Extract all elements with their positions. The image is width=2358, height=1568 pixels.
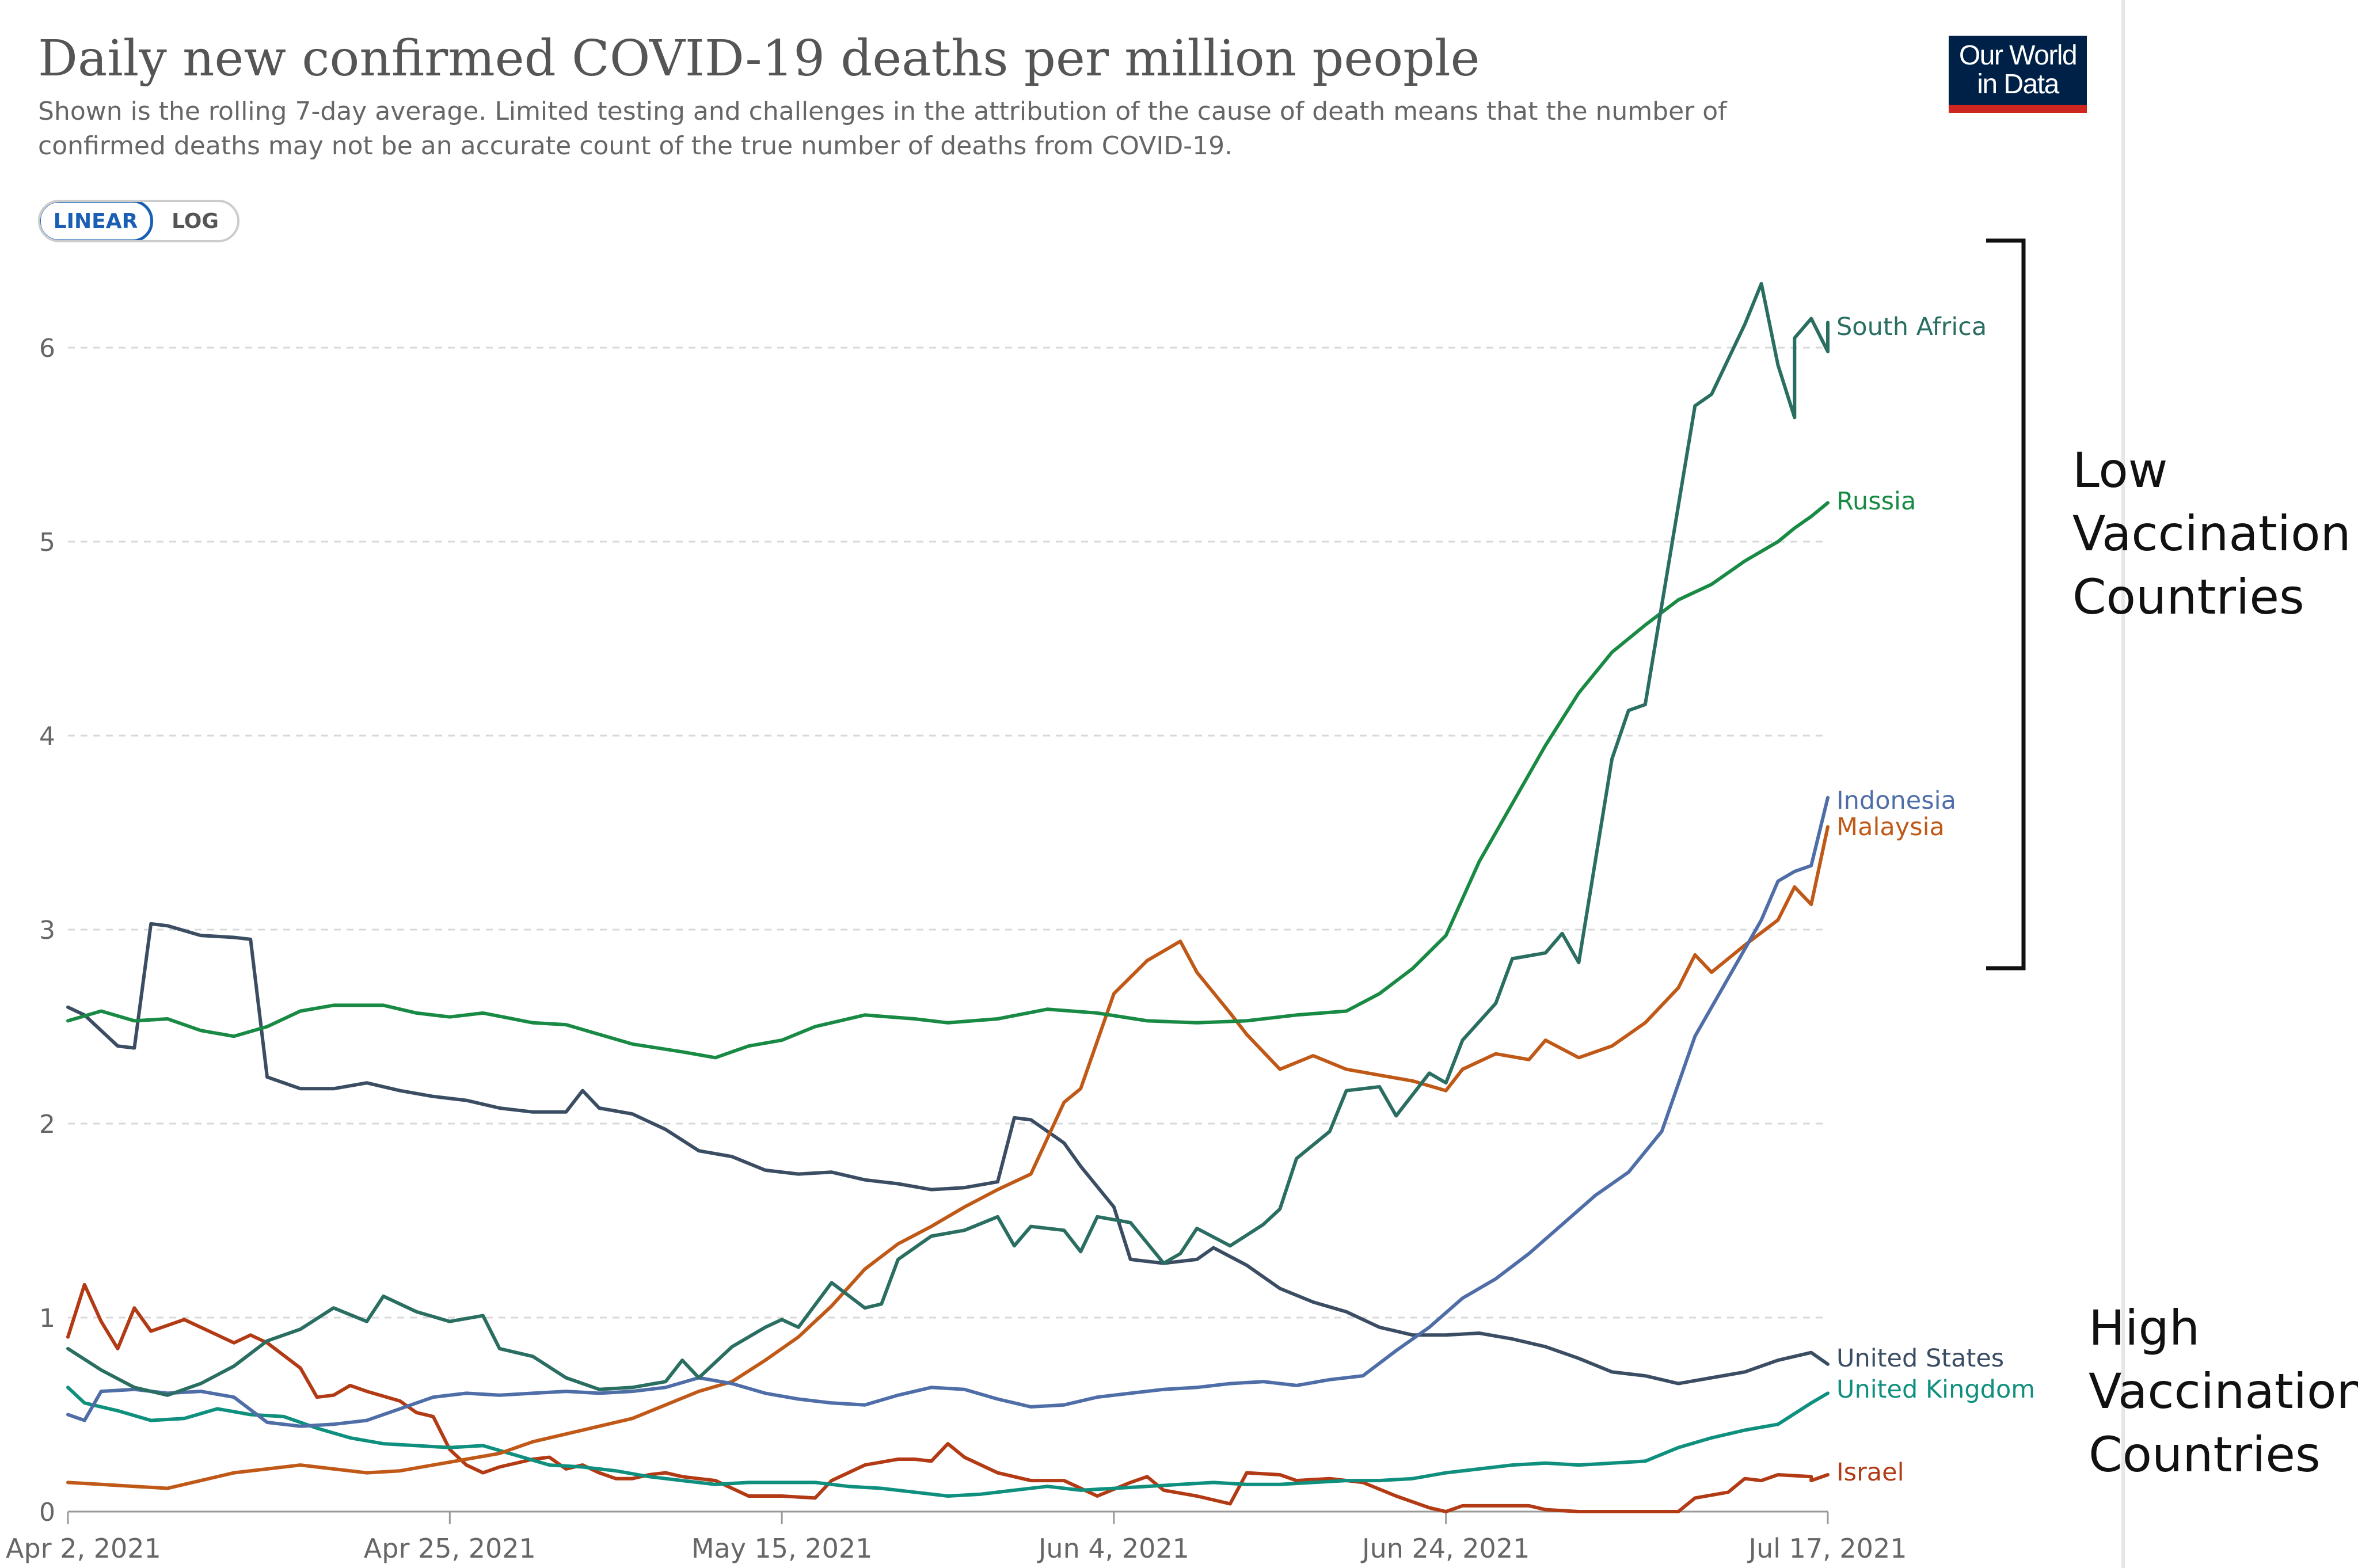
annotation-high-line-2: Vaccination (2089, 1363, 2358, 1419)
series-line-indonesia[interactable] (66, 796, 1830, 1428)
x-tick-label-5: Jul 17, 2021 (1747, 1533, 1907, 1564)
series-line-united-kingdom[interactable] (66, 1386, 1830, 1498)
y-tick-label-5: 5 (39, 528, 55, 557)
linear-scale-button[interactable]: LINEAR (40, 202, 153, 240)
y-tick-label-3: 3 (39, 916, 55, 945)
series-line-united-states[interactable] (66, 922, 1830, 1386)
annotation-high-vaccination: High Vaccination Countries (2089, 1296, 2358, 1486)
series-label-united-kingdom[interactable]: United Kingdom (1836, 1375, 2035, 1404)
series-lines (66, 281, 1830, 1513)
series-line-malaysia[interactable] (66, 825, 1830, 1490)
scale-toggle: LINEAR LOG (38, 200, 239, 242)
y-tick-label-4: 4 (39, 722, 55, 751)
y-tick-label-6: 6 (39, 334, 55, 363)
series-label-indonesia[interactable]: Indonesia (1836, 786, 1956, 815)
logo-line-2: in Data (1977, 69, 2059, 100)
annotation-low-line-1: Low (2072, 442, 2168, 498)
axes: 0 1 2 3 4 5 6 Apr 2, 2021 Apr 25, 2021 May 15, 20… (6, 334, 1907, 1564)
annotation-high-line-3: Countries (2089, 1426, 2321, 1483)
annotation-low-line-3: Countries (2072, 569, 2304, 625)
series-line-russia[interactable] (66, 501, 1830, 1060)
series-label-united-states[interactable]: United States (1836, 1344, 2004, 1373)
logo-line-1: Our World (1958, 40, 2078, 71)
our-world-in-data-logo[interactable]: Our World in Data (1949, 36, 2087, 113)
log-scale-button[interactable]: LOG (172, 209, 219, 233)
series-label-south-africa[interactable]: South Africa (1836, 313, 1987, 341)
annotation-low-line-2: Vaccination (2072, 505, 2351, 562)
series-label-israel[interactable]: Israel (1836, 1458, 1904, 1487)
x-tick-label-4: Jun 24, 2021 (1360, 1533, 1530, 1564)
x-tick-label-1: Apr 25, 2021 (364, 1533, 536, 1564)
series-label-malaysia[interactable]: Malaysia (1836, 813, 1945, 842)
x-tick-label-0: Apr 2, 2021 (6, 1533, 161, 1564)
annotation-low-vaccination: Low Vaccination Countries (2072, 439, 2351, 629)
grid-lines (68, 347, 1828, 1319)
x-tick-label-3: Jun 4, 2021 (1037, 1533, 1189, 1564)
series-line-south-africa[interactable] (66, 281, 1830, 1397)
series-line-israel[interactable] (66, 1282, 1830, 1513)
chart-title: Daily new confirmed COVID-19 deaths per … (38, 30, 1480, 87)
panel-divider (2121, 0, 2125, 1568)
y-tick-label-0: 0 (39, 1498, 55, 1527)
y-tick-label-2: 2 (39, 1110, 55, 1139)
logo-stripe (1949, 105, 2087, 113)
annotation-high-line-1: High (2089, 1300, 2200, 1356)
annotation-bracket (1986, 238, 2026, 971)
y-tick-label-1: 1 (39, 1304, 55, 1333)
chart-subtitle: Shown is the rolling 7-day average. Limi… (38, 97, 1727, 161)
x-tick-label-2: May 15, 2021 (691, 1533, 873, 1564)
series-label-russia[interactable]: Russia (1836, 487, 1916, 516)
low-vaccination-bracket (1986, 238, 2026, 971)
